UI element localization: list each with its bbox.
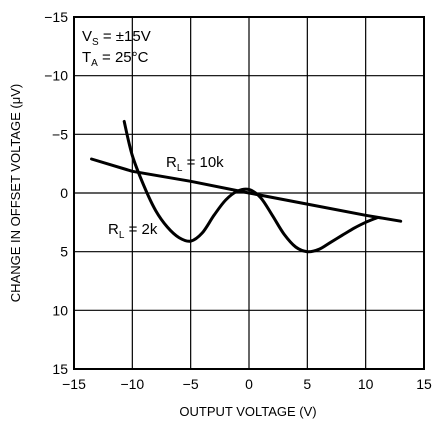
y-tick-label: −10: [44, 68, 68, 84]
x-tick-label: 10: [358, 376, 374, 392]
series-line-rl-2k: [122, 119, 379, 254]
y-tick-label: −15: [44, 9, 68, 25]
y-tick-labels: −15 −10 −5 0 5 10 15: [44, 9, 68, 377]
y-tick-label: 10: [52, 302, 68, 318]
x-tick-label: 5: [303, 376, 311, 392]
y-tick-label: 5: [60, 244, 68, 260]
plot-frame: [73, 16, 425, 370]
x-tick-label: −5: [183, 376, 199, 392]
y-tick-label: 0: [60, 185, 68, 201]
data-series: [90, 119, 403, 254]
x-tick-label: −10: [120, 376, 144, 392]
y-tick-label: −5: [52, 126, 68, 142]
grid: [74, 17, 424, 369]
series-line-rl-10k: [90, 157, 403, 223]
temperature-annotation: TA = 25°C: [82, 49, 149, 69]
x-tick-label: 0: [245, 376, 253, 392]
y-axis-label: CHANGE IN OFFSET VOLTAGE (μV): [8, 84, 23, 302]
x-axis-label: OUTPUT VOLTAGE (V): [179, 404, 316, 419]
y-tick-label: 15: [52, 361, 68, 377]
x-tick-label: 15: [416, 376, 432, 392]
x-tick-labels: −15 −10 −5 0 5 10 15: [62, 376, 432, 392]
series-label-rl-2k: RL = 2k: [108, 221, 158, 241]
supply-voltage-annotation: VS = ±15V: [82, 28, 151, 48]
x-tick-label: −15: [62, 376, 86, 392]
series-label-rl-10k: RL = 10k: [166, 154, 224, 174]
